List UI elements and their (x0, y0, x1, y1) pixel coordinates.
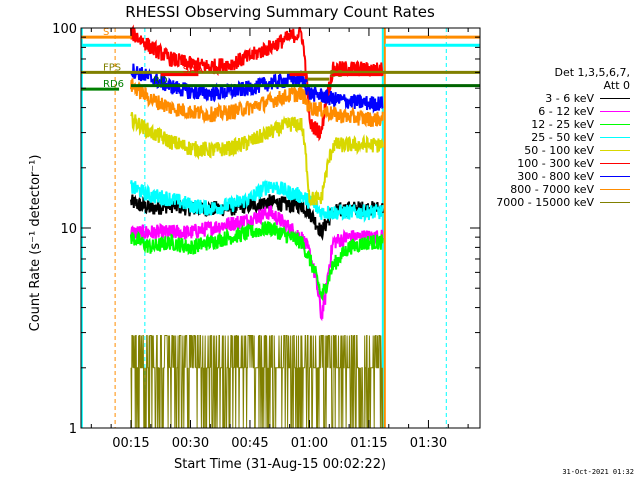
series-line-7 (130, 78, 384, 128)
series-line-2 (130, 221, 384, 302)
legend-entry: 800 - 7000 keV (484, 183, 630, 196)
legend-entry-label: 6 - 12 keV (538, 105, 594, 118)
legend-entry: 7000 - 15000 keV (484, 196, 630, 209)
y-tick-label-2: 100 (52, 22, 77, 37)
legend-entry-label: 25 - 50 keV (531, 131, 594, 144)
legend-swatch (600, 111, 630, 112)
legend-swatch (600, 176, 630, 177)
legend-swatch (600, 202, 630, 203)
flag-label-0: S (103, 27, 109, 38)
legend-entry-label: 3 - 6 keV (545, 92, 594, 105)
flag-label-4: RD6 (103, 79, 124, 90)
legend: Det 1,3,5,6,7, Att 0 3 - 6 keV 6 - 12 keV 1… (484, 66, 630, 209)
legend-entry: 300 - 800 keV (484, 170, 630, 183)
legend-swatch (600, 124, 630, 125)
x-tick-label-1: 00:30 (172, 436, 209, 451)
y-tick-label-1: 10 (60, 222, 77, 237)
x-axis-label: Start Time (31-Aug-15 00:02:22) (174, 457, 386, 472)
x-tick-label-4: 01:15 (350, 436, 387, 451)
x-tick-label-3: 01:00 (291, 436, 328, 451)
series-line-6 (130, 63, 384, 114)
legend-entry-label: 50 - 100 keV (524, 144, 594, 157)
series-line-1 (130, 205, 384, 322)
legend-entry: 25 - 50 keV (484, 131, 630, 144)
x-tick-label-5: 01:30 (410, 436, 447, 451)
timestamp: 31-Oct-2021 01:32 (562, 468, 634, 476)
legend-entry: 12 - 25 keV (484, 118, 630, 131)
series-line-8 (130, 335, 384, 429)
legend-header: Det 1,3,5,6,7, Att 0 (554, 66, 630, 92)
x-tick-label-2: 00:45 (231, 436, 268, 451)
flag-label-6: SAA (183, 65, 204, 76)
legend-swatch (600, 137, 630, 138)
series-line-3 (130, 179, 384, 223)
y-axis-label: Count Rate (s⁻¹ detector⁻¹) (28, 155, 43, 332)
legend-entry: 100 - 300 keV (484, 157, 630, 170)
flag-label-3: RD (153, 76, 168, 87)
legend-entry-label: 100 - 300 keV (517, 157, 594, 170)
flag-label-2: FPS (103, 62, 121, 73)
legend-entry: 50 - 100 keV (484, 144, 630, 157)
y-tick-label-0: 1 (69, 422, 77, 437)
legend-entry-label: 7000 - 15000 keV (496, 196, 594, 209)
legend-entry-label: 300 - 800 keV (517, 170, 594, 183)
legend-entry: 6 - 12 keV (484, 105, 630, 118)
legend-entry-label: 12 - 25 keV (531, 118, 594, 131)
chart-title: RHESSI Observing Summary Count Rates (125, 3, 435, 21)
x-tick-label-0: 00:15 (112, 436, 149, 451)
legend-swatch (600, 150, 630, 151)
plot-area: SFPSRDRD6D3SAA00:1500:3000:4501:0001:150… (52, 22, 481, 451)
legend-swatch (600, 98, 630, 99)
legend-swatch (600, 163, 630, 164)
legend-entry: 3 - 6 keV (484, 92, 630, 105)
series-line-4 (130, 112, 384, 207)
legend-swatch (600, 189, 630, 190)
legend-entry-label: 800 - 7000 keV (510, 183, 594, 196)
